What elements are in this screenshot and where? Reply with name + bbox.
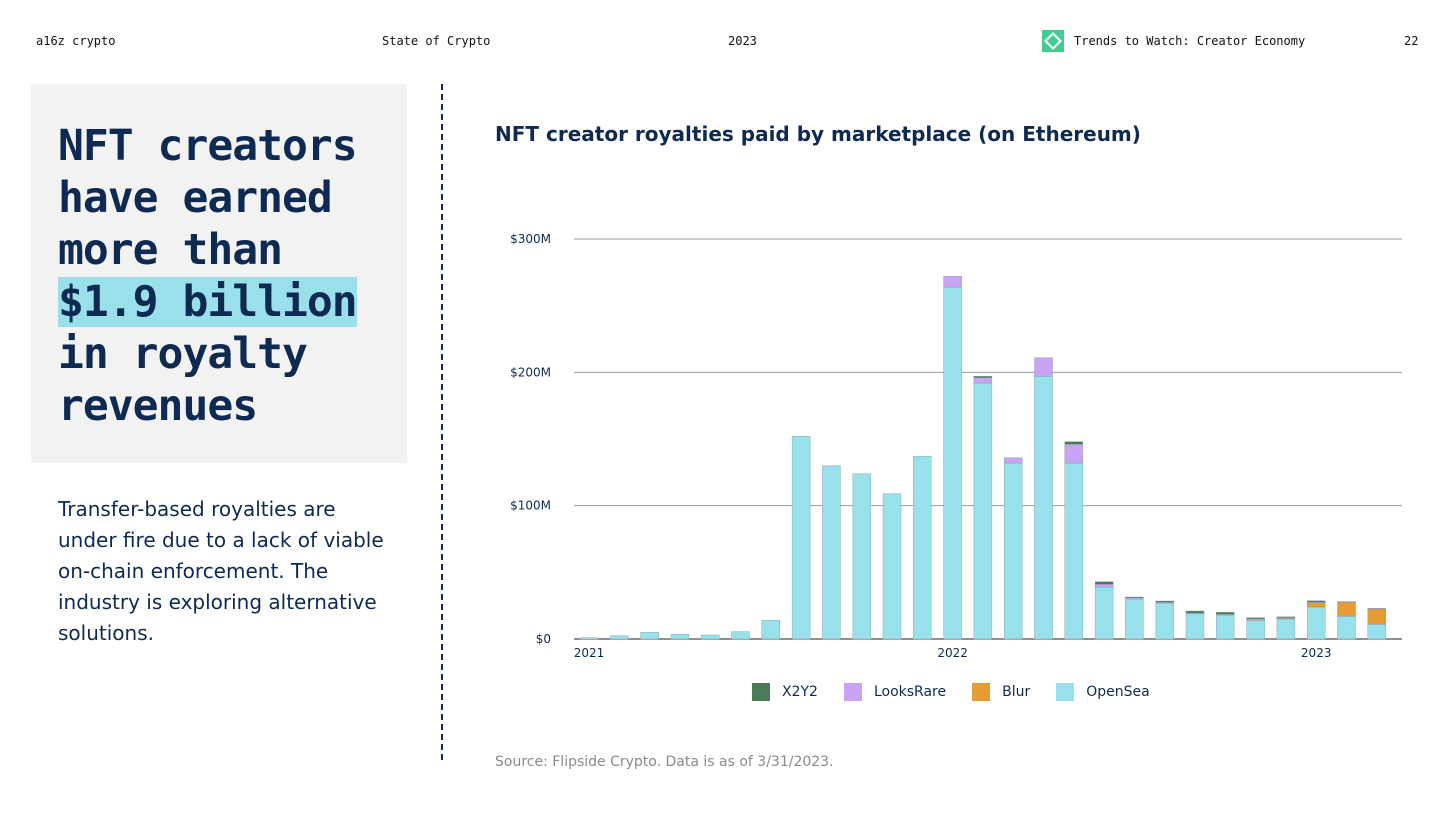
report-title: State of Crypto [382, 34, 491, 48]
bar-opensea [1307, 606, 1326, 640]
section-title: Trends to Watch: Creator Economy [1074, 34, 1306, 48]
bar-opensea [1004, 462, 1023, 640]
bar-opensea [1367, 624, 1386, 640]
bar-opensea [1185, 613, 1205, 640]
x-tick-label: 2022 [937, 646, 968, 660]
chart-title: NFT creator royalties paid by marketplac… [495, 122, 1141, 146]
bar-opensea [791, 436, 811, 640]
hero-heading: NFT creators have earned more than $1.9 … [58, 120, 358, 432]
hero-line: in royalty [58, 329, 308, 379]
bar-opensea [913, 456, 932, 640]
bar-looksrare [1337, 601, 1356, 603]
green-diamond-icon [1042, 30, 1064, 52]
x-tick-label: 2023 [1301, 646, 1332, 660]
bar-x2y2 [1155, 600, 1174, 603]
legend-item-opensea: OpenSea [1056, 683, 1150, 701]
legend-swatch [752, 683, 770, 701]
y-tick-label: $0 [536, 632, 551, 646]
bar-x2y2 [1064, 441, 1083, 445]
bar-opensea [1246, 620, 1265, 640]
bar-blur [1337, 601, 1356, 617]
bar-blur [1367, 608, 1386, 625]
bar-opensea [610, 635, 629, 640]
bar-looksrare [1064, 444, 1083, 464]
legend-item-looksrare: LooksRare [843, 683, 947, 701]
bar-looksrare [1367, 608, 1386, 610]
hero-line: revenues [58, 381, 258, 431]
hero-panel [31, 84, 407, 463]
legend-item-x2y2: X2Y2 [752, 683, 818, 701]
bar-opensea [1064, 462, 1083, 640]
hero-line: more than [58, 225, 283, 275]
bar-opensea [1155, 602, 1174, 640]
bar-looksrare [943, 276, 962, 288]
royalties-bar-chart: $0 $100M $200M $300M 2021 2022 2023 [510, 232, 1402, 660]
bar-looksrare [1034, 357, 1053, 377]
report-year: 2023 [728, 34, 757, 48]
bar-looksrare [973, 377, 993, 384]
y-tick-label: $300M [510, 232, 551, 246]
bar-x2y2 [1185, 610, 1205, 614]
hero-line: have earned [58, 173, 333, 223]
legend-label: Blur [1002, 684, 1031, 700]
chart-legend: X2Y2 LooksRare Blur OpenSea [752, 683, 1176, 701]
legend-item-blur: Blur [972, 683, 1030, 701]
vertical-divider [441, 84, 443, 760]
bar-x2y2 [1246, 617, 1265, 619]
bar-looksrare [1094, 584, 1114, 588]
source-note: Source: Flipside Crypto. Data is as of 3… [495, 754, 834, 770]
bar-opensea [700, 634, 720, 640]
brand-name: a16z crypto [36, 34, 116, 48]
bar-opensea [1216, 614, 1235, 640]
bar-opensea [973, 382, 993, 640]
bar-opensea [1337, 616, 1356, 640]
bar-x2y2 [1125, 596, 1144, 599]
bar-opensea [761, 620, 780, 640]
bar-x2y2 [973, 376, 993, 378]
bar-opensea [670, 634, 690, 640]
hero-line: NFT creators [58, 121, 358, 171]
y-tick-label: $100M [510, 499, 551, 513]
bar-opensea [1276, 618, 1296, 640]
hero-highlight: $1.9 billion [58, 277, 358, 327]
bar-x2y2 [1216, 612, 1235, 615]
legend-label: X2Y2 [782, 684, 818, 700]
bar-opensea [640, 632, 659, 640]
bar-opensea [579, 637, 599, 640]
legend-swatch [1056, 683, 1075, 701]
bar-opensea [731, 631, 750, 640]
page-number: 22 [1404, 34, 1419, 48]
bar-looksrare [1004, 457, 1023, 464]
bar-opensea [882, 493, 902, 640]
legend-swatch [972, 683, 991, 701]
bar-x2y2 [1307, 600, 1326, 603]
legend-label: OpenSea [1086, 684, 1150, 700]
bar-x2y2 [1276, 616, 1296, 618]
bar-opensea [822, 465, 841, 640]
y-tick-label: $200M [510, 365, 551, 379]
legend-swatch [843, 683, 862, 701]
legend-label: LooksRare [873, 684, 947, 700]
bar-opensea [943, 286, 962, 640]
x-tick-label: 2021 [574, 646, 605, 660]
bar-opensea [852, 473, 871, 640]
bar-opensea [1034, 376, 1053, 640]
bar-opensea [1094, 586, 1114, 640]
bar-x2y2 [1094, 581, 1114, 585]
description-text: Transfer-based royalties are under fire … [58, 497, 384, 645]
bar-opensea [1125, 598, 1144, 640]
